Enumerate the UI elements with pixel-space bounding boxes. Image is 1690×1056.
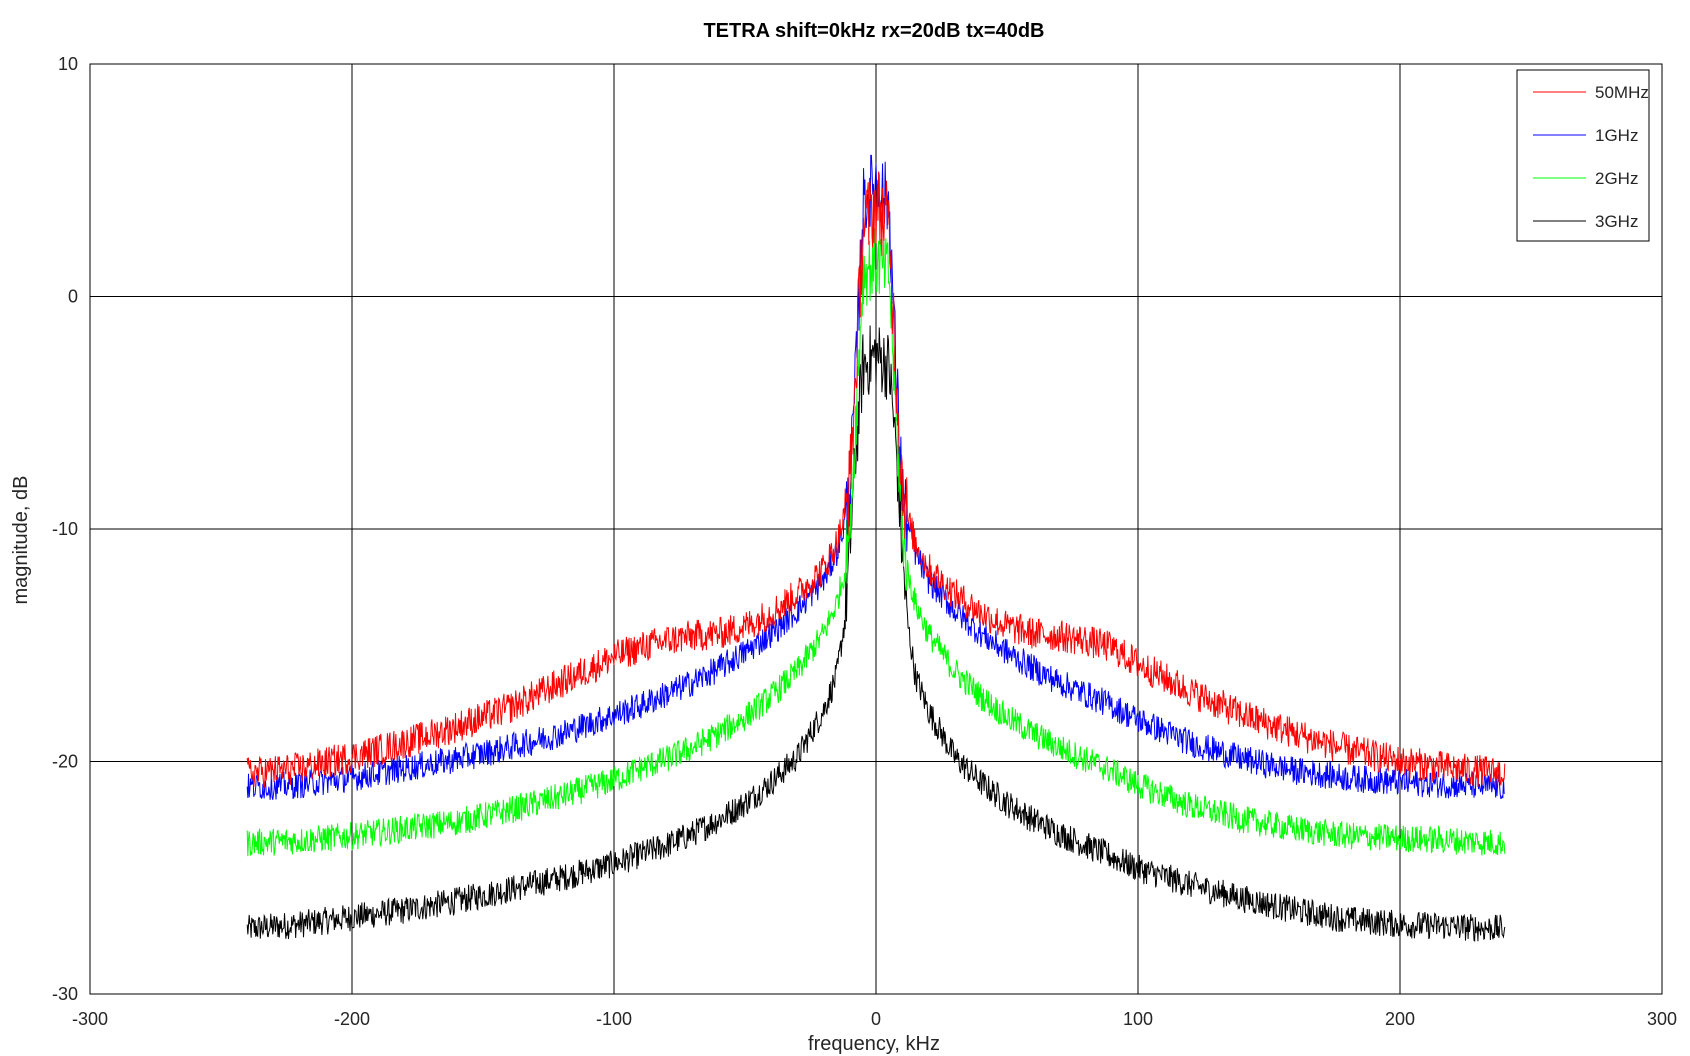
x-tick-label: 200: [1385, 1009, 1415, 1029]
x-tick-label: -200: [334, 1009, 370, 1029]
series-line-2ghz: [246, 228, 1506, 857]
legend: 50MHz 1GHz 2GHz 3GHz: [1516, 69, 1650, 242]
series-line-50mhz: [246, 171, 1506, 788]
series-line-3ghz: [246, 325, 1506, 942]
x-tick-label: 300: [1647, 1009, 1677, 1029]
x-tick-labels: -300 -200 -100 0 100 200 300: [72, 1009, 1677, 1029]
x-tick-label: -300: [72, 1009, 108, 1029]
x-tick-label: 0: [871, 1009, 881, 1029]
legend-box: [1516, 69, 1650, 242]
legend-label: 3GHz: [1595, 212, 1638, 231]
y-tick-label: 10: [58, 54, 78, 74]
y-tick-label: -20: [52, 752, 78, 772]
chart-title: TETRA shift=0kHz rx=20dB tx=40dB: [703, 20, 1044, 42]
x-tick-label: -100: [596, 1009, 632, 1029]
y-axis-label: magnitude, dB: [10, 476, 32, 605]
legend-entries: 50MHz 1GHz 2GHz 3GHz: [1533, 83, 1649, 231]
y-tick-label: -10: [52, 519, 78, 539]
legend-label: 2GHz: [1595, 169, 1638, 188]
plot-series: [246, 154, 1506, 942]
plot-frame: [89, 63, 1663, 995]
x-axis-label: frequency, kHz: [808, 1033, 940, 1055]
y-tick-labels: -30 -20 -10 0 10: [52, 54, 78, 1004]
x-tick-label: 100: [1123, 1009, 1153, 1029]
y-tick-label: -30: [52, 984, 78, 1004]
y-tick-label: 0: [68, 287, 78, 307]
series-line-1ghz: [246, 154, 1505, 800]
legend-label: 1GHz: [1595, 126, 1638, 145]
legend-label: 50MHz: [1595, 83, 1649, 102]
